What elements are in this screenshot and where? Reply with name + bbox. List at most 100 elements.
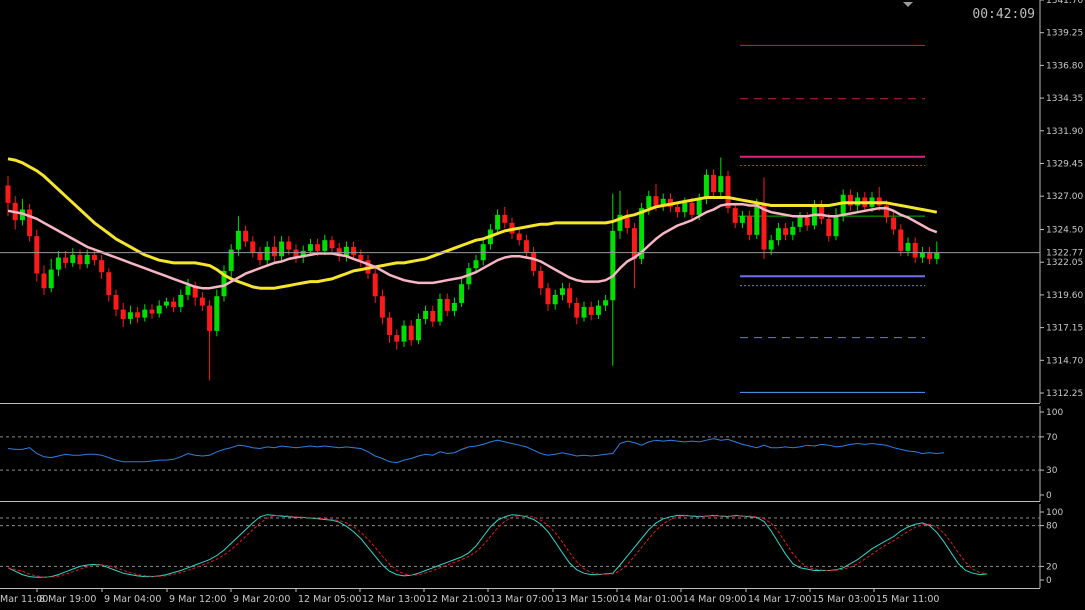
candle-body: [264, 246, 270, 261]
candle-body: [235, 230, 241, 250]
stochastic-panel[interactable]: 100 80 20 0: [0, 508, 1063, 586]
candle-body: [711, 174, 717, 193]
candle-body: [293, 249, 299, 258]
candle-body: [199, 297, 205, 306]
candle-body: [228, 249, 234, 271]
rsi-panel[interactable]: 100 70 30 0: [0, 408, 1063, 501]
candle-body: [646, 196, 652, 209]
candle-body: [149, 309, 155, 314]
time-axis: Mar 11:008 Mar 19:00 9 Mar 04:00 9 Mar 12:…: [0, 588, 939, 605]
candle-body: [415, 318, 421, 341]
stoch-tick-label: 80: [1046, 522, 1058, 532]
candle-body: [761, 204, 767, 250]
time-tick-label: 8 Mar 19:00: [39, 594, 96, 605]
candle-body: [430, 310, 436, 322]
candle-body: [142, 309, 148, 318]
candle-body: [379, 296, 385, 318]
price-tick-label: 1336.80: [1046, 61, 1083, 71]
candle-body: [732, 208, 738, 223]
candle-body: [581, 306, 587, 318]
candle-body: [372, 273, 378, 297]
candle-body: [595, 305, 601, 315]
candle-body: [243, 230, 249, 242]
time-tick-label: 12 Mar 13:00: [362, 594, 425, 605]
time-tick-label: 9 Mar 20:00: [233, 594, 290, 605]
candle-body: [660, 198, 666, 206]
candle-body: [588, 306, 594, 315]
candle-body: [847, 194, 853, 206]
candle-body: [739, 216, 745, 223]
candle-body: [804, 217, 810, 226]
time-tick-label: 9 Mar 04:00: [104, 594, 161, 605]
candle-body: [300, 250, 306, 258]
candle-body: [631, 228, 637, 259]
candle-body: [905, 242, 911, 251]
candle-body: [163, 301, 169, 306]
candle-body: [775, 228, 781, 241]
candle-body: [495, 214, 501, 230]
candle-body: [394, 334, 400, 342]
time-tick-label: 14 Mar 17:00: [748, 594, 811, 605]
candlesticks[interactable]: [5, 157, 940, 381]
rsi-line: [7, 438, 945, 464]
candle-body: [99, 260, 105, 273]
candle-body: [387, 317, 393, 335]
candle-body: [552, 294, 558, 305]
candle-body: [192, 285, 198, 298]
stochastic-signal-line: [7, 514, 988, 578]
panel-frames: [0, 0, 1041, 589]
candle-body: [603, 300, 609, 306]
price-axis-ticks: 1341.70 1339.25 1336.80 1334.35 1331.90 1329.…: [1040, 0, 1083, 399]
candle-body: [307, 244, 313, 251]
time-tick-label: 12 Mar 21:00: [426, 594, 489, 605]
candle-body: [423, 310, 429, 319]
current-price-marker: 1322.77: [0, 246, 1085, 259]
candle-body: [351, 246, 357, 255]
candle-body: [221, 270, 227, 297]
candle-body: [459, 284, 465, 303]
stoch-tick-label: 100: [1046, 508, 1063, 518]
candle-body: [833, 216, 839, 237]
candle-body: [55, 257, 61, 270]
chart-shift-marker-icon[interactable]: [903, 2, 913, 7]
candle-body: [567, 288, 573, 303]
candle-body: [559, 288, 565, 295]
time-tick-label: 12 Mar 05:00: [298, 594, 361, 605]
candle-body: [754, 204, 760, 235]
price-tick-label: 1327.00: [1046, 192, 1083, 202]
candle-body: [883, 205, 889, 218]
candle-body: [545, 288, 551, 305]
candle-body: [156, 305, 162, 314]
candle-body: [437, 298, 443, 322]
stochastic-main-line: [7, 514, 988, 578]
price-tick-label: 1312.25: [1046, 389, 1083, 399]
current-price-label-bg: [1041, 246, 1085, 259]
candle-body: [84, 254, 90, 265]
candle-body: [689, 202, 695, 215]
candle-body: [34, 236, 40, 274]
candle-body: [329, 240, 335, 249]
candle-body: [19, 209, 25, 221]
candle-body: [653, 196, 659, 206]
candle-body: [473, 260, 479, 269]
candle-body: [41, 273, 47, 289]
price-tick-label: 1339.25: [1046, 29, 1083, 39]
time-tick-label: 15 Mar 03:00: [812, 594, 875, 605]
candle-body: [271, 246, 277, 257]
candle-body: [48, 269, 54, 289]
candle-body: [444, 298, 450, 311]
candle-body: [538, 270, 544, 289]
candle-body: [70, 254, 76, 263]
time-tick-label: 14 Mar 09:00: [683, 594, 746, 605]
moving-average-line: [7, 157, 938, 290]
candle-body: [91, 254, 97, 261]
candle-body: [408, 325, 414, 341]
candle-body: [840, 194, 846, 217]
candle-body: [797, 217, 803, 227]
server-clock: 00:42:09: [972, 7, 1035, 22]
price-tick-label: 1317.15: [1046, 324, 1083, 334]
time-tick-label: Mar 11:00: [0, 594, 48, 605]
candle-body: [927, 252, 933, 259]
candle-body: [5, 185, 11, 203]
